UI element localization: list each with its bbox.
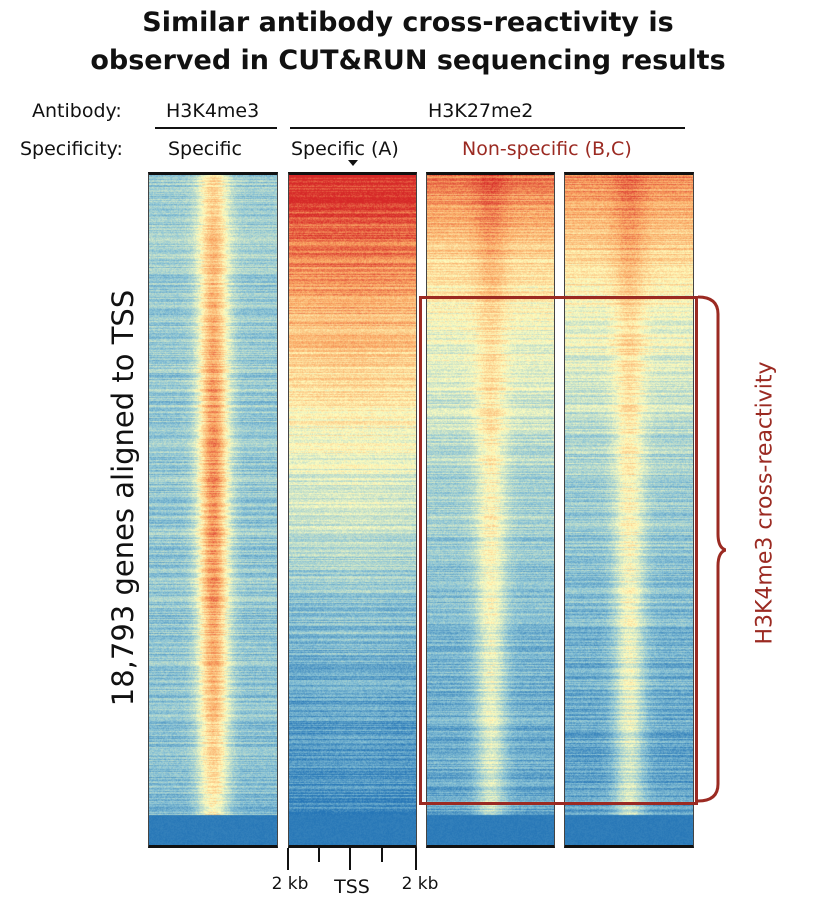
tick-left (287, 848, 289, 870)
figure-title: Similar antibody cross-reactivity is obs… (0, 4, 816, 80)
annotation-label: H3K4me3 cross-reactivity (752, 361, 778, 645)
specificity-specific: Specific (168, 138, 242, 160)
tick-label-left: 2 kb (271, 874, 309, 894)
antibody-h3k27me2: H3K27me2 (428, 100, 534, 122)
tick-tss (349, 848, 351, 870)
tick-label-tss: TSS (334, 876, 370, 898)
tss-marker-icon (348, 160, 358, 166)
brace-icon (697, 295, 726, 803)
specificity-non-specific: Non-specific (B,C) (462, 138, 632, 160)
antibody-row-label: Antibody: (32, 100, 122, 122)
specificity-row-label: Specificity: (20, 138, 123, 160)
tick-minor (381, 848, 383, 862)
title-line-2: observed in CUT&RUN sequencing results (90, 45, 726, 76)
tick-minor (318, 848, 320, 862)
y-axis-label: 18,793 genes aligned to TSS (106, 289, 140, 707)
tick-label-right: 2 kb (401, 874, 439, 894)
tick-right (415, 848, 417, 870)
specificity-specific-a: Specific (A) (291, 138, 399, 160)
heatmap-panel-h3k27me2-c (564, 172, 694, 848)
title-line-1: Similar antibody cross-reactivity is (142, 7, 674, 38)
antibody-underline-1 (155, 127, 277, 129)
heatmap-panel-h3k4me3 (148, 172, 278, 848)
antibody-underline-2 (290, 127, 685, 129)
heatmap-panel-h3k27me2-a (288, 172, 417, 848)
cross-reactivity-box (419, 296, 698, 805)
heatmap-panel-h3k27me2-b (426, 172, 555, 848)
antibody-h3k4me3: H3K4me3 (166, 100, 260, 122)
